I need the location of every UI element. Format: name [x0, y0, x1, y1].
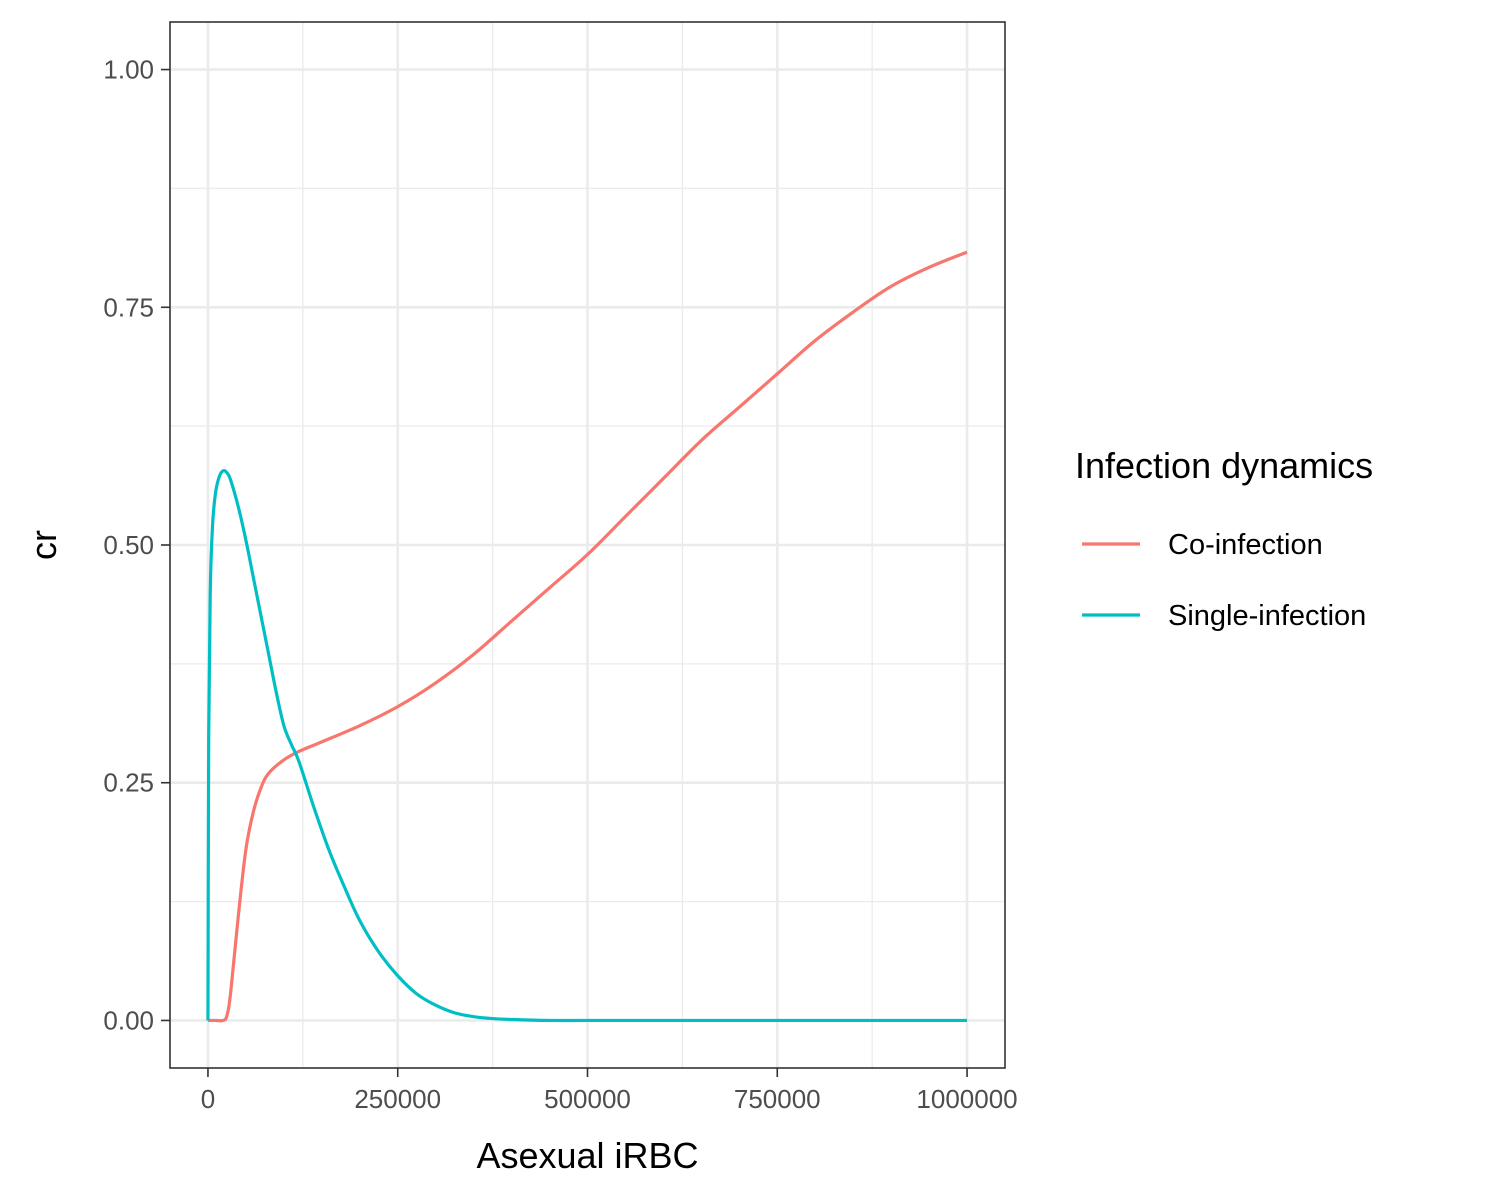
legend: Infection dynamics Co-infection Single-in… — [1075, 445, 1373, 632]
legend-items: Co-infection Single-infection — [1082, 529, 1366, 632]
x-axis-title: Asexual iRBC — [476, 1135, 698, 1176]
series-layer — [206, 250, 968, 1023]
y-axis-title: cr — [23, 530, 64, 560]
legend-title: Infection dynamics — [1075, 445, 1373, 486]
y-tick-label: 0.50 — [103, 530, 154, 560]
legend-label-co-infection: Co-infection — [1168, 529, 1323, 561]
x-tick-label: 1000000 — [916, 1084, 1017, 1114]
x-tick-label: 500000 — [544, 1084, 631, 1114]
y-tick-label: 1.00 — [103, 55, 154, 85]
series-line-co-infection — [207, 250, 968, 1023]
x-tick-label: 250000 — [354, 1084, 441, 1114]
grid-major — [170, 22, 1005, 1068]
x-axis-ticks: 0 250000 500000 750000 1000000 — [201, 1068, 1018, 1114]
y-tick-label: 0.75 — [103, 292, 154, 322]
legend-label-single-infection: Single-infection — [1168, 600, 1366, 632]
y-tick-label: 0.00 — [103, 1005, 154, 1035]
y-axis-ticks: 0.00 0.25 0.50 0.75 1.00 — [103, 55, 170, 1035]
y-tick-label: 0.25 — [103, 768, 154, 798]
x-tick-label: 0 — [201, 1084, 215, 1114]
series-line-single-infection — [206, 469, 968, 1023]
x-tick-label: 750000 — [734, 1084, 821, 1114]
